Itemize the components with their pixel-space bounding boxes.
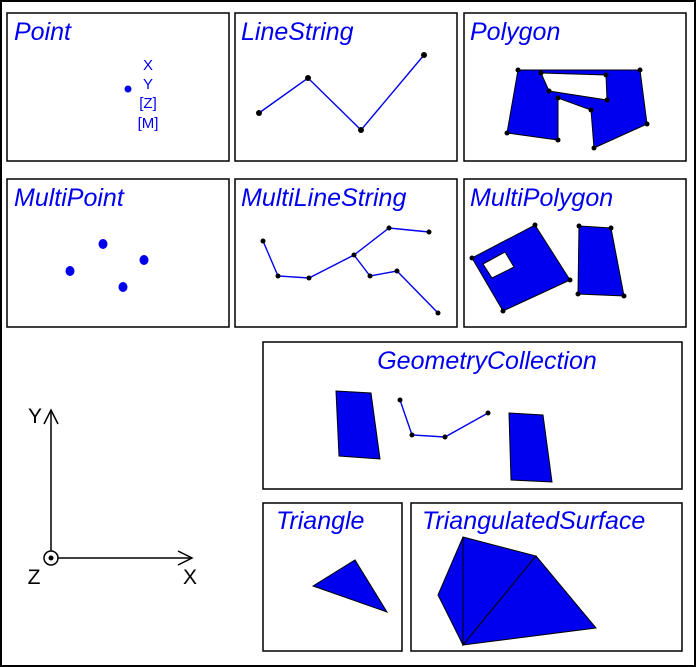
polygon-vertex — [588, 107, 594, 113]
multilinestring-line-1 — [262, 227, 430, 279]
panel-multipoint-title: MultiPoint — [14, 184, 125, 212]
multipoint-marker — [118, 282, 128, 292]
polygon-vertex — [637, 67, 643, 73]
multilinestring-line-2 — [353, 254, 439, 314]
polygon-vertex — [515, 67, 521, 73]
panel-polygon: Polygon — [463, 12, 687, 162]
panel-geometrycollection: GeometryCollection — [262, 341, 683, 490]
polygon-hole-vertex — [603, 72, 609, 78]
multipolygon-vertex — [532, 222, 538, 228]
polygon-vertex — [644, 121, 650, 127]
panel-multipolygon-title: MultiPolygon — [470, 184, 613, 212]
panel-multipolygon: MultiPolygon — [463, 178, 687, 328]
multilinestring-vertex — [260, 238, 266, 244]
collection-vertex — [409, 432, 415, 438]
panel-polygon-title: Polygon — [470, 18, 560, 46]
polygon-hole-vertex — [546, 88, 552, 94]
panel-triangulatedsurface: TriangulatedSurface — [410, 502, 683, 652]
multilinestring-vertex — [275, 273, 281, 279]
polygon-hole-vertex — [604, 97, 610, 103]
y-axis-arrowhead — [43, 408, 59, 425]
linestring-line — [258, 54, 425, 132]
x-axis-label: X — [183, 566, 197, 589]
multipolygon-vertex — [500, 308, 506, 314]
collection-polygon-2 — [508, 412, 553, 483]
panel-geometrycollection-frame — [262, 341, 683, 490]
polygon-hole-vertex — [538, 70, 544, 76]
multilinestring-vertex — [367, 273, 373, 279]
panel-linestring-frame — [234, 12, 458, 162]
panel-geometrycollection-title: GeometryCollection — [377, 347, 597, 375]
multilinestring-vertex — [394, 268, 400, 274]
multilinestring-vertex — [386, 225, 392, 231]
panel-linestring: LineString — [234, 12, 458, 162]
collection-vertex — [442, 434, 448, 440]
z-axis-dot — [48, 555, 54, 561]
linestring-vertex — [305, 75, 311, 81]
point-coord-x: X — [143, 57, 153, 74]
point-marker — [124, 85, 132, 93]
multipolygon-vertex — [469, 255, 475, 261]
point-coord-z: [Z] — [139, 95, 157, 112]
panel-point-title: Point — [14, 18, 72, 46]
multipolygon-vertex — [575, 291, 581, 297]
panel-multilinestring-frame — [234, 178, 458, 328]
multipolygon-vertex — [621, 293, 627, 299]
coordinate-axes: Y X Z — [28, 405, 197, 589]
collection-vertex — [397, 397, 403, 403]
multilinestring-vertex — [306, 275, 312, 281]
y-axis-label: Y — [28, 405, 42, 428]
linestring-vertex — [256, 110, 262, 116]
point-coord-y: Y — [143, 76, 153, 93]
multilinestring-vertex — [426, 229, 432, 235]
panel-triangulatedsurface-title: TriangulatedSurface — [422, 507, 645, 535]
polygon-vertex — [591, 145, 597, 151]
linestring-vertex — [358, 127, 364, 133]
multipoint-marker — [98, 239, 108, 249]
polygon-vertex — [555, 95, 561, 101]
point-coord-m: [M] — [138, 115, 159, 132]
multilinestring-vertex — [351, 252, 357, 258]
tin-triangle-3 — [461, 555, 597, 646]
z-axis-label: Z — [28, 566, 41, 589]
panel-polygon-frame — [463, 12, 687, 162]
multipolygon-vertex — [567, 277, 573, 283]
panel-point-frame — [6, 12, 230, 162]
multipoint-marker — [139, 255, 149, 265]
collection-vertex — [485, 410, 491, 416]
panel-multilinestring: MultiLineString — [234, 178, 458, 328]
panel-triangle-title: Triangle — [276, 507, 364, 535]
multipoint-marker — [65, 266, 75, 276]
panel-multilinestring-title: MultiLineString — [241, 184, 406, 212]
multilinestring-vertex — [435, 310, 441, 316]
panel-multipoint-frame — [6, 178, 230, 328]
collection-linestring — [399, 399, 489, 438]
polygon-vertex — [555, 137, 561, 143]
panel-triangle: Triangle — [262, 502, 403, 652]
x-axis-arrowhead — [177, 550, 194, 566]
multipolygon-vertex — [576, 223, 582, 229]
linestring-vertex — [421, 52, 427, 58]
panel-linestring-title: LineString — [241, 18, 354, 46]
triangle-shape — [311, 559, 389, 613]
panel-point: Point X Y [Z] [M] — [6, 12, 230, 162]
polygon-vertex — [504, 130, 510, 136]
panel-multipoint: MultiPoint — [6, 178, 230, 328]
collection-polygon-1 — [335, 390, 381, 460]
multipolygon-vertex — [608, 225, 614, 231]
